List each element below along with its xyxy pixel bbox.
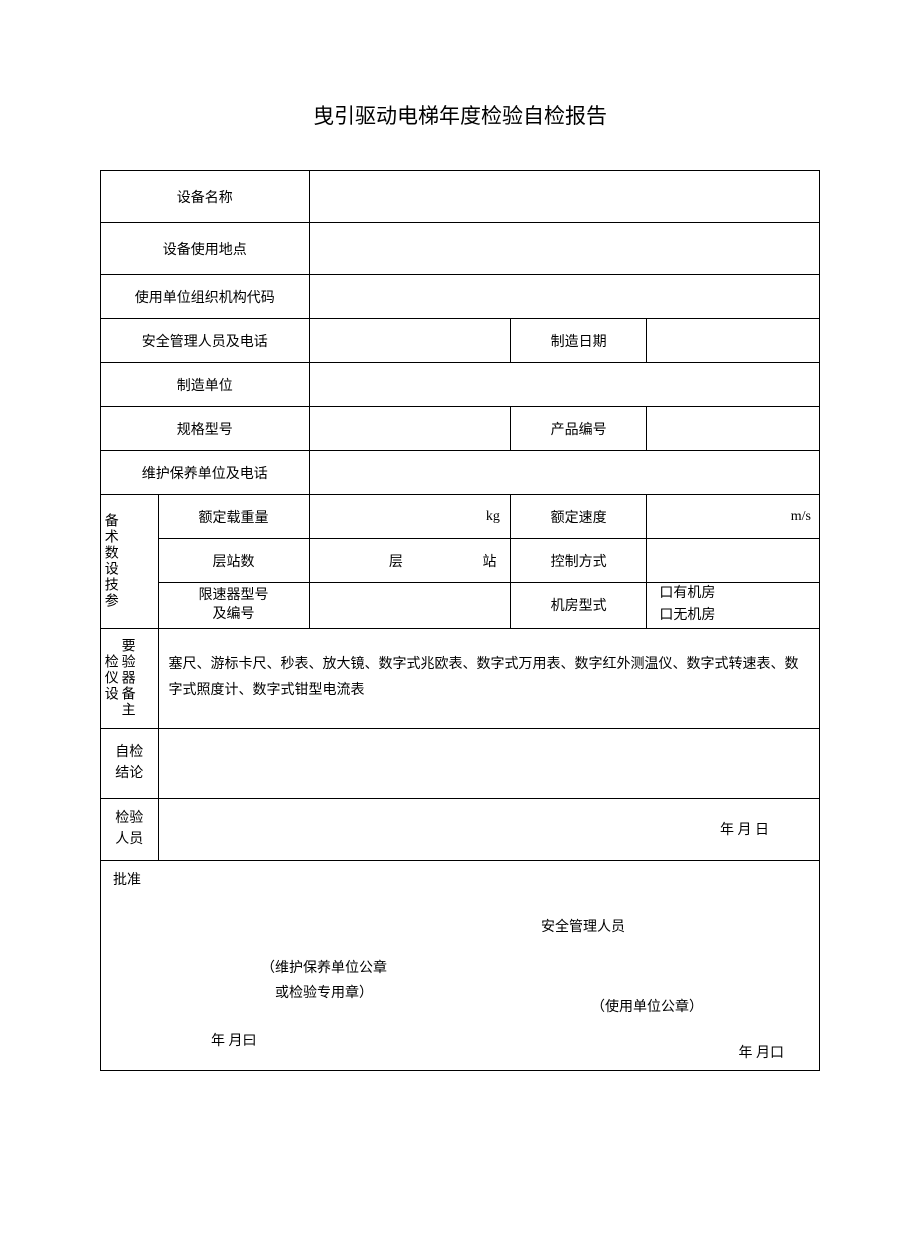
row-device-name: 设备名称	[101, 171, 820, 223]
value-rated-speed: m/s	[647, 495, 820, 539]
row-conclusion: 自检结论	[101, 728, 820, 798]
value-product-no	[647, 407, 820, 451]
row-safety-mgr: 安全管理人员及电话 制造日期	[101, 319, 820, 363]
label-instruments: 要验器备主检仪设	[101, 628, 159, 728]
value-instruments: 塞尺、游标卡尺、秒表、放大镜、数字式兆欧表、数字式万用表、数字红外测温仪、数字式…	[158, 628, 819, 728]
label-safety-manager: 安全管理人员	[541, 916, 625, 936]
label-device-location: 设备使用地点	[101, 223, 310, 275]
label-room-type: 机房型式	[510, 583, 647, 629]
label-mfg-unit: 制造单位	[101, 363, 310, 407]
row-spec-model: 规格型号 产品编号	[101, 407, 820, 451]
label-inspector: 检验人员	[101, 798, 159, 860]
label-tech-params: 备术数设技参	[101, 495, 159, 629]
seal-user: （使用单位公章）	[591, 996, 703, 1016]
date-user: 年 月口	[739, 1042, 785, 1062]
label-control-mode: 控制方式	[510, 539, 647, 583]
value-mfg-date	[647, 319, 820, 363]
value-spec-model	[309, 407, 510, 451]
label-device-name: 设备名称	[101, 171, 310, 223]
label-mfg-date: 制造日期	[510, 319, 647, 363]
page-title: 曳引驱动电梯年度检验自检报告	[100, 100, 820, 130]
value-control-mode	[647, 539, 820, 583]
label-org-code: 使用单位组织机构代码	[101, 275, 310, 319]
label-governor: 限速器型号及编号	[158, 583, 309, 629]
row-rated-load: 备术数设技参 额定载重量 kg 额定速度 m/s	[101, 495, 820, 539]
label-rated-load: 额定载重量	[158, 495, 309, 539]
value-org-code	[309, 275, 820, 319]
row-instruments: 要验器备主检仪设 塞尺、游标卡尺、秒表、放大镜、数字式兆欧表、数字式万用表、数字…	[101, 628, 820, 728]
value-floors: 层 站	[309, 539, 510, 583]
row-org-code: 使用单位组织机构代码	[101, 275, 820, 319]
value-conclusion	[158, 728, 819, 798]
label-product-no: 产品编号	[510, 407, 647, 451]
row-inspector: 检验人员 年 月 日	[101, 798, 820, 860]
value-maint-unit-phone	[309, 451, 820, 495]
seal-maint: （维护保养单位公章 或检验专用章）	[261, 956, 387, 1006]
row-governor: 限速器型号及编号 机房型式 口有机房 口无机房	[101, 583, 820, 629]
row-device-location: 设备使用地点	[101, 223, 820, 275]
value-device-name	[309, 171, 820, 223]
label-conclusion: 自检结论	[101, 728, 159, 798]
value-inspector-date: 年 月 日	[158, 798, 819, 860]
value-mfg-unit	[309, 363, 820, 407]
value-rated-load: kg	[309, 495, 510, 539]
row-floors: 层站数 层 站 控制方式	[101, 539, 820, 583]
value-device-location	[309, 223, 820, 275]
label-approve: 批准	[113, 869, 807, 889]
row-maint-unit: 维护保养单位及电话	[101, 451, 820, 495]
row-approve: 批准 （维护保养单位公章 或检验专用章） 年 月曰 安全管理人员 （使用单位公章…	[101, 860, 820, 1070]
value-governor	[309, 583, 510, 629]
value-safety-mgr-phone	[309, 319, 510, 363]
report-table: 设备名称 设备使用地点 使用单位组织机构代码 安全管理人员及电话 制造日期 制造…	[100, 170, 820, 1071]
label-spec-model: 规格型号	[101, 407, 310, 451]
row-mfg-unit: 制造单位	[101, 363, 820, 407]
label-rated-speed: 额定速度	[510, 495, 647, 539]
label-safety-mgr-phone: 安全管理人员及电话	[101, 319, 310, 363]
approve-cell: 批准 （维护保养单位公章 或检验专用章） 年 月曰 安全管理人员 （使用单位公章…	[101, 860, 820, 1070]
value-room-type: 口有机房 口无机房	[647, 583, 820, 629]
label-floors: 层站数	[158, 539, 309, 583]
label-maint-unit-phone: 维护保养单位及电话	[101, 451, 310, 495]
date-maint: 年 月曰	[211, 1030, 257, 1050]
